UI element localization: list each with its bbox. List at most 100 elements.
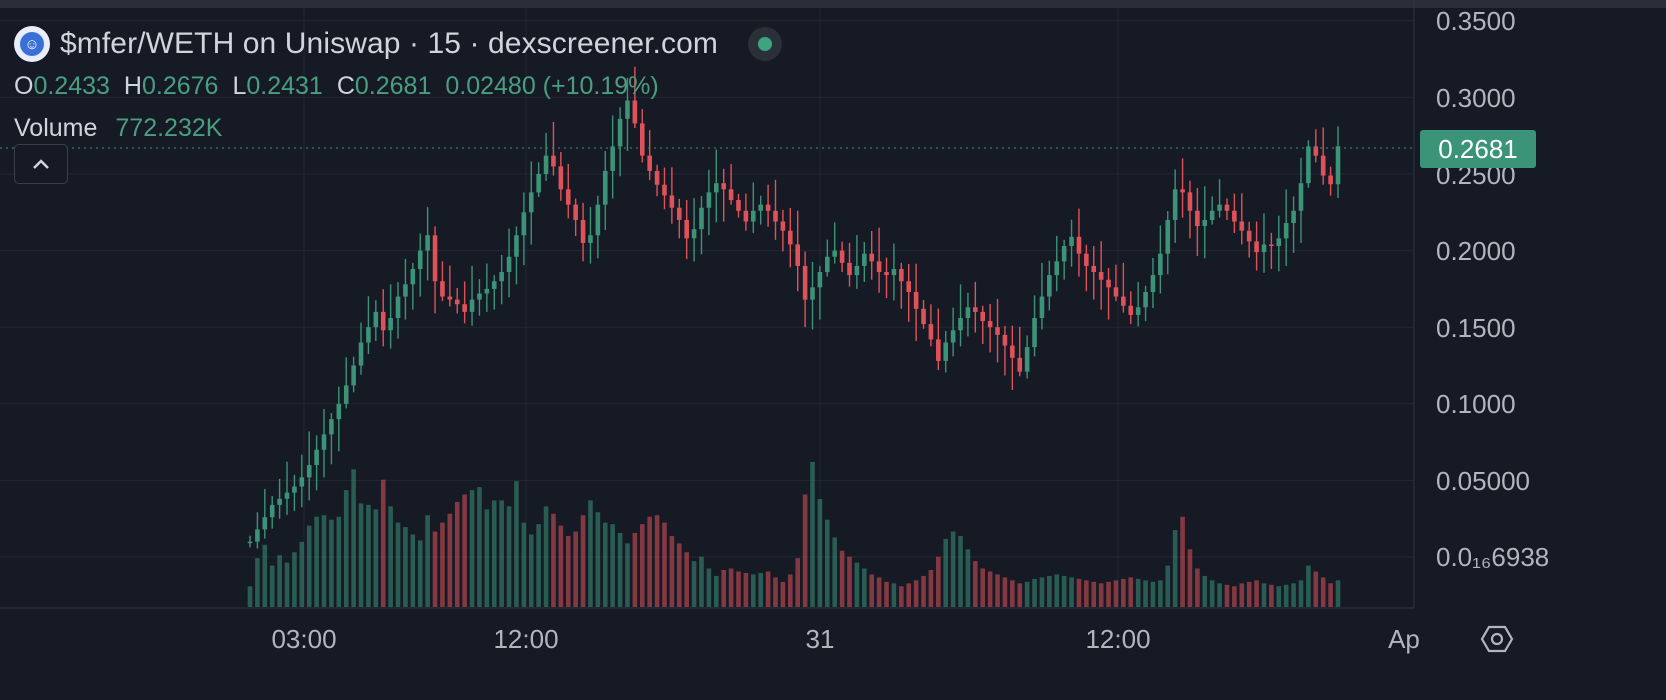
volume-bar <box>891 583 897 607</box>
candle-body <box>1224 204 1230 211</box>
volume-bar <box>588 500 593 607</box>
candle-body <box>958 318 963 331</box>
candle-body <box>1209 210 1215 220</box>
mfer-token-logo-icon: ☺ <box>14 26 50 62</box>
volume-bar <box>1291 583 1296 607</box>
volume-bar <box>499 500 504 607</box>
candle-body <box>1239 221 1245 231</box>
volume-bar <box>1239 583 1245 607</box>
volume-bar <box>639 524 645 607</box>
candle-body <box>876 261 882 273</box>
volume-bars <box>247 461 1341 607</box>
volume-bar <box>425 515 430 607</box>
candle-body <box>440 281 445 297</box>
open-value: 0.2433 <box>33 71 110 100</box>
candle-body <box>854 265 860 276</box>
candle-body <box>891 268 897 276</box>
time-tick: 31 <box>805 624 835 654</box>
candle-body <box>499 272 504 282</box>
candle-body <box>1158 253 1163 276</box>
volume-bar <box>329 519 334 607</box>
volume-bar <box>1128 577 1134 607</box>
candle-body <box>1172 189 1178 220</box>
candle-body <box>321 434 327 450</box>
settings-icon[interactable] <box>1480 624 1514 654</box>
candle-body <box>269 504 275 518</box>
candle-body <box>380 311 386 331</box>
price-tick: 0.1500 <box>1436 313 1516 343</box>
candle-body <box>247 541 253 544</box>
volume-bar <box>950 531 956 607</box>
volume-bar <box>491 500 497 607</box>
volume-bar <box>373 509 379 607</box>
volume-bar <box>1024 581 1030 607</box>
volume-bar <box>506 506 512 607</box>
volume-bar <box>921 575 926 607</box>
candle-body <box>329 419 334 435</box>
candle-body <box>1128 305 1134 315</box>
candle-body <box>1098 272 1104 280</box>
candle-body <box>1246 230 1252 242</box>
candle-body <box>366 327 371 343</box>
volume-bar <box>1276 586 1282 607</box>
chevron-up-icon <box>33 159 49 169</box>
candle-body <box>758 204 763 211</box>
candle-body <box>565 189 571 205</box>
volume-bar <box>1320 577 1326 607</box>
candle-body <box>292 486 297 493</box>
volume-bar <box>447 513 453 607</box>
candle-body <box>1106 279 1111 288</box>
volume-bar <box>255 558 260 607</box>
volume-bar <box>558 525 564 607</box>
candle-body <box>743 210 749 222</box>
candle-body <box>1113 287 1119 297</box>
volume-bar <box>728 568 734 607</box>
logo-face: ☺ <box>20 32 44 56</box>
candle-body <box>980 311 986 322</box>
volume-bar <box>417 540 423 607</box>
candle-body <box>1298 183 1304 211</box>
candle-body <box>1047 275 1052 297</box>
top-border <box>0 0 1666 8</box>
volume-bar <box>565 535 571 607</box>
volume-bar <box>676 543 682 607</box>
candle-body <box>1069 236 1074 247</box>
volume-bar <box>336 516 342 607</box>
candle-body <box>314 449 319 466</box>
candle-body <box>343 385 349 404</box>
time-tick: 03:00 <box>271 624 337 654</box>
candle-body <box>336 403 342 420</box>
volume-bar <box>691 561 697 607</box>
candle-body <box>713 183 719 193</box>
volume-bar <box>536 524 541 607</box>
title-row: ☺ $mfer/WETH on Uniswap · 15 · dexscreen… <box>14 20 782 68</box>
volume-bar <box>551 513 556 607</box>
volume-bar <box>1209 580 1215 607</box>
candle-body <box>936 339 941 361</box>
candle-body <box>1328 175 1333 185</box>
candle-body <box>1335 146 1341 185</box>
volume-bar <box>913 580 919 607</box>
collapse-legend-button[interactable] <box>14 144 68 184</box>
volume-bar <box>1069 577 1074 607</box>
candle-body <box>1313 146 1319 156</box>
volume-bar <box>958 535 963 607</box>
volume-bar <box>788 574 793 607</box>
candle-body <box>536 174 541 193</box>
volume-bar <box>1002 577 1008 607</box>
candle-body <box>750 210 756 222</box>
volume-bar <box>862 568 867 607</box>
live-status-icon[interactable] <box>747 27 782 61</box>
candle-body <box>788 230 793 245</box>
volume-bar <box>743 572 749 607</box>
volume-bar <box>358 503 364 607</box>
volume-bar <box>521 522 527 607</box>
volume-bar <box>780 581 786 607</box>
candle-body <box>1195 210 1200 227</box>
candle-body <box>839 250 845 263</box>
candle-body <box>469 299 475 312</box>
volume-bar <box>699 556 704 607</box>
volume-bar <box>1091 581 1097 607</box>
candle-body <box>1017 357 1023 372</box>
